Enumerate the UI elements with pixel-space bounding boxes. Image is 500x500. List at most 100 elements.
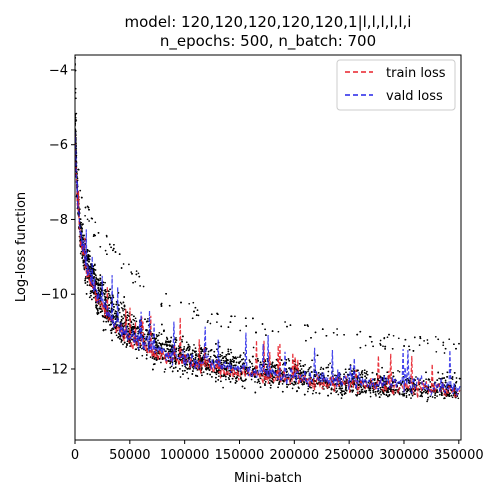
- scatter-point: [193, 344, 195, 346]
- scatter-point: [143, 333, 146, 336]
- scatter-point: [113, 243, 115, 246]
- scatter-point: [95, 304, 98, 306]
- scatter-point: [350, 385, 353, 388]
- scatter-point: [418, 344, 421, 346]
- scatter-point: [91, 291, 93, 294]
- scatter-point: [415, 376, 417, 378]
- scatter-point: [160, 361, 162, 364]
- scatter-point: [339, 391, 342, 394]
- scatter-point: [319, 368, 322, 371]
- scatter-point: [398, 370, 401, 373]
- scatter-point: [228, 353, 231, 355]
- scatter-point: [427, 396, 430, 399]
- scatter-point: [359, 385, 362, 387]
- scatter-point: [369, 335, 372, 338]
- scatter-point: [366, 370, 368, 373]
- scatter-point: [375, 394, 377, 397]
- scatter-point: [379, 391, 381, 394]
- scatter-point: [304, 324, 306, 327]
- scatter-point: [96, 282, 99, 285]
- scatter-point: [99, 274, 102, 276]
- scatter-point: [363, 390, 366, 393]
- scatter-point: [175, 337, 177, 339]
- scatter-point: [372, 345, 374, 348]
- scatter-point: [434, 335, 437, 338]
- scatter-point: [310, 366, 312, 368]
- scatter-point: [303, 383, 305, 385]
- scatter-point: [126, 314, 129, 317]
- scatter-point: [381, 366, 383, 369]
- scatter-point: [97, 312, 100, 314]
- scatter-point: [89, 292, 92, 295]
- scatter-point: [174, 366, 177, 369]
- scatter-point: [127, 323, 130, 325]
- scatter-point: [183, 350, 186, 353]
- scatter-point: [96, 313, 99, 316]
- scatter-point: [303, 381, 306, 384]
- scatter-point: [86, 205, 89, 208]
- scatter-point: [119, 337, 121, 340]
- scatter-point: [455, 381, 457, 384]
- scatter-point: [256, 369, 259, 372]
- scatter-point: [270, 366, 273, 369]
- scatter-point: [286, 325, 288, 328]
- scatter-point: [209, 322, 212, 325]
- scatter-point: [93, 275, 95, 278]
- scatter-point: [419, 337, 422, 340]
- scatter-point: [83, 234, 85, 237]
- scatter-point: [392, 389, 395, 391]
- scatter-point: [245, 378, 247, 381]
- scatter-point: [132, 281, 134, 284]
- scatter-point: [338, 387, 341, 390]
- scatter-point: [413, 336, 416, 339]
- scatter-point: [160, 333, 163, 336]
- scatter-point: [358, 393, 361, 396]
- scatter-point: [187, 343, 190, 346]
- scatter-point: [231, 377, 234, 380]
- scatter-point: [104, 298, 107, 300]
- scatter-point: [123, 341, 126, 344]
- scatter-point: [152, 363, 155, 366]
- scatter-point: [93, 268, 96, 271]
- scatter-point: [405, 392, 408, 395]
- scatter-point: [176, 370, 179, 372]
- scatter-point: [281, 390, 284, 393]
- scatter-point: [115, 303, 118, 306]
- scatter-point: [115, 334, 118, 337]
- scatter-point: [180, 301, 182, 304]
- scatter-point: [175, 348, 177, 351]
- scatter-point: [192, 370, 194, 372]
- scatter-point: [225, 354, 228, 356]
- scatter-point: [264, 328, 266, 331]
- scatter-point: [135, 273, 138, 276]
- scatter-point: [266, 368, 268, 371]
- scatter-point: [256, 381, 259, 384]
- scatter-point: [102, 320, 105, 323]
- scatter-point: [259, 386, 262, 388]
- scatter-point: [191, 349, 194, 352]
- scatter-point: [426, 398, 429, 401]
- scatter-point: [113, 312, 116, 315]
- scatter-point: [311, 392, 314, 395]
- scatter-point: [132, 323, 135, 326]
- scatter-point: [185, 349, 188, 352]
- scatter-point: [408, 348, 411, 351]
- scatter-point: [361, 390, 363, 393]
- scatter-point: [242, 358, 245, 360]
- scatter-point: [315, 391, 317, 394]
- scatter-point: [107, 292, 110, 295]
- scatter-point: [194, 347, 197, 349]
- scatter-point: [139, 285, 141, 287]
- scatter-point: [437, 338, 440, 341]
- scatter-point: [111, 339, 113, 342]
- scatter-point: [408, 345, 410, 348]
- scatter-point: [457, 397, 460, 400]
- scatter-point: [91, 298, 93, 301]
- scatter-point: [336, 334, 339, 336]
- scatter-point: [258, 380, 260, 383]
- scatter-point: [384, 348, 386, 350]
- scatter-point: [303, 393, 306, 396]
- scatter-point: [397, 337, 400, 340]
- scatter-point: [134, 280, 137, 283]
- scatter-point: [388, 393, 391, 396]
